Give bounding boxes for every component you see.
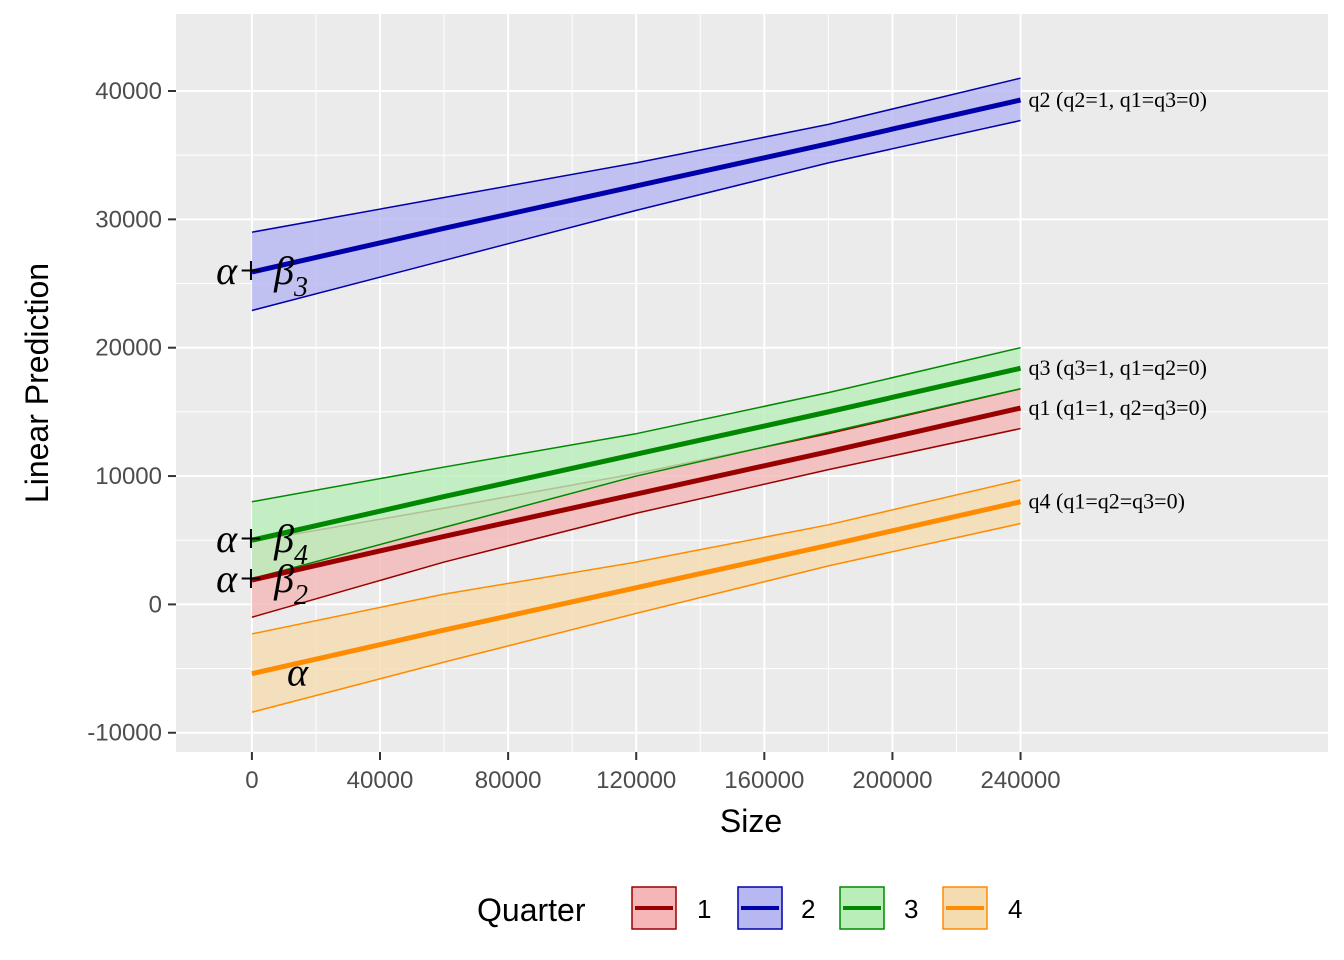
x-tick-label: 160000 — [724, 767, 804, 794]
band-quarter-4 — [251, 479, 1021, 713]
line-quarter-1 — [251, 405, 1022, 583]
legend-label-quarter-4: 4 — [1008, 894, 1022, 924]
end-labels: q1 (q1=1, q2=q3=0) q2 (q2=1, q1=q3=0) q3 (… — [1029, 87, 1207, 514]
band-quarter-1 — [251, 388, 1021, 618]
x-tick-label: 200000 — [852, 767, 932, 794]
y-tick-label: -10000 — [87, 720, 162, 747]
band-quarter-2 — [251, 78, 1021, 311]
x-tick-label: 40000 — [347, 767, 414, 794]
band-upper-quarter-3 — [251, 346, 1021, 503]
prediction-lines — [251, 97, 1022, 677]
x-axis-ticks: 0 40000 80000 120000 160000 200000 240000 — [245, 752, 1061, 794]
legend-label-quarter-2: 2 — [801, 894, 815, 924]
x-axis-title: Size — [720, 803, 782, 839]
x-tick-label: 80000 — [475, 767, 542, 794]
band-quarter-3 — [251, 347, 1021, 579]
y-tick-label: 30000 — [95, 206, 162, 233]
x-tick-label: 120000 — [596, 767, 676, 794]
x-tick-label: 240000 — [980, 767, 1060, 794]
band-upper-quarter-4 — [251, 479, 1021, 635]
y-axis-title: Linear Prediction — [19, 263, 55, 503]
confidence-bands — [251, 77, 1021, 713]
legend-label-quarter-1: 1 — [697, 894, 711, 924]
y-tick-label: 10000 — [95, 463, 162, 490]
end-label-quarter-3: q3 (q3=1, q1=q2=0) — [1029, 355, 1207, 380]
end-label-quarter-1: q1 (q1=1, q2=q3=0) — [1029, 395, 1207, 420]
left-annotation: α — [287, 650, 309, 695]
band-lower-quarter-1 — [251, 427, 1021, 618]
end-label-quarter-2: q2 (q2=1, q1=q3=0) — [1029, 87, 1207, 112]
legend-title: Quarter — [477, 892, 586, 928]
end-label-quarter-4: q4 (q1=q2=q3=0) — [1029, 489, 1185, 514]
band-upper-quarter-2 — [251, 77, 1021, 233]
legend: Quarter 1 2 3 4 — [477, 886, 1022, 930]
line-quarter-3 — [251, 365, 1022, 543]
y-tick-label: 40000 — [95, 78, 162, 105]
left-annotation: α+ β2 — [216, 556, 308, 611]
band-lower-quarter-4 — [251, 522, 1021, 713]
left-annotation: α+ β4 — [216, 516, 308, 571]
x-tick-label: 0 — [245, 767, 258, 794]
legend-label-quarter-3: 3 — [904, 894, 918, 924]
left-annotations: α+ β3 α+ β4α+ β2 α — [216, 248, 309, 695]
line-quarter-4 — [251, 499, 1022, 677]
band-lower-quarter-3 — [251, 388, 1021, 580]
y-axis-ticks: -10000 0 10000 20000 30000 40000 — [87, 78, 176, 747]
line-quarter-2 — [251, 97, 1022, 275]
y-tick-label: 20000 — [95, 335, 162, 362]
y-tick-label: 0 — [149, 591, 162, 618]
left-annotation: α+ β3 — [216, 248, 308, 303]
band-lower-quarter-2 — [251, 119, 1021, 312]
